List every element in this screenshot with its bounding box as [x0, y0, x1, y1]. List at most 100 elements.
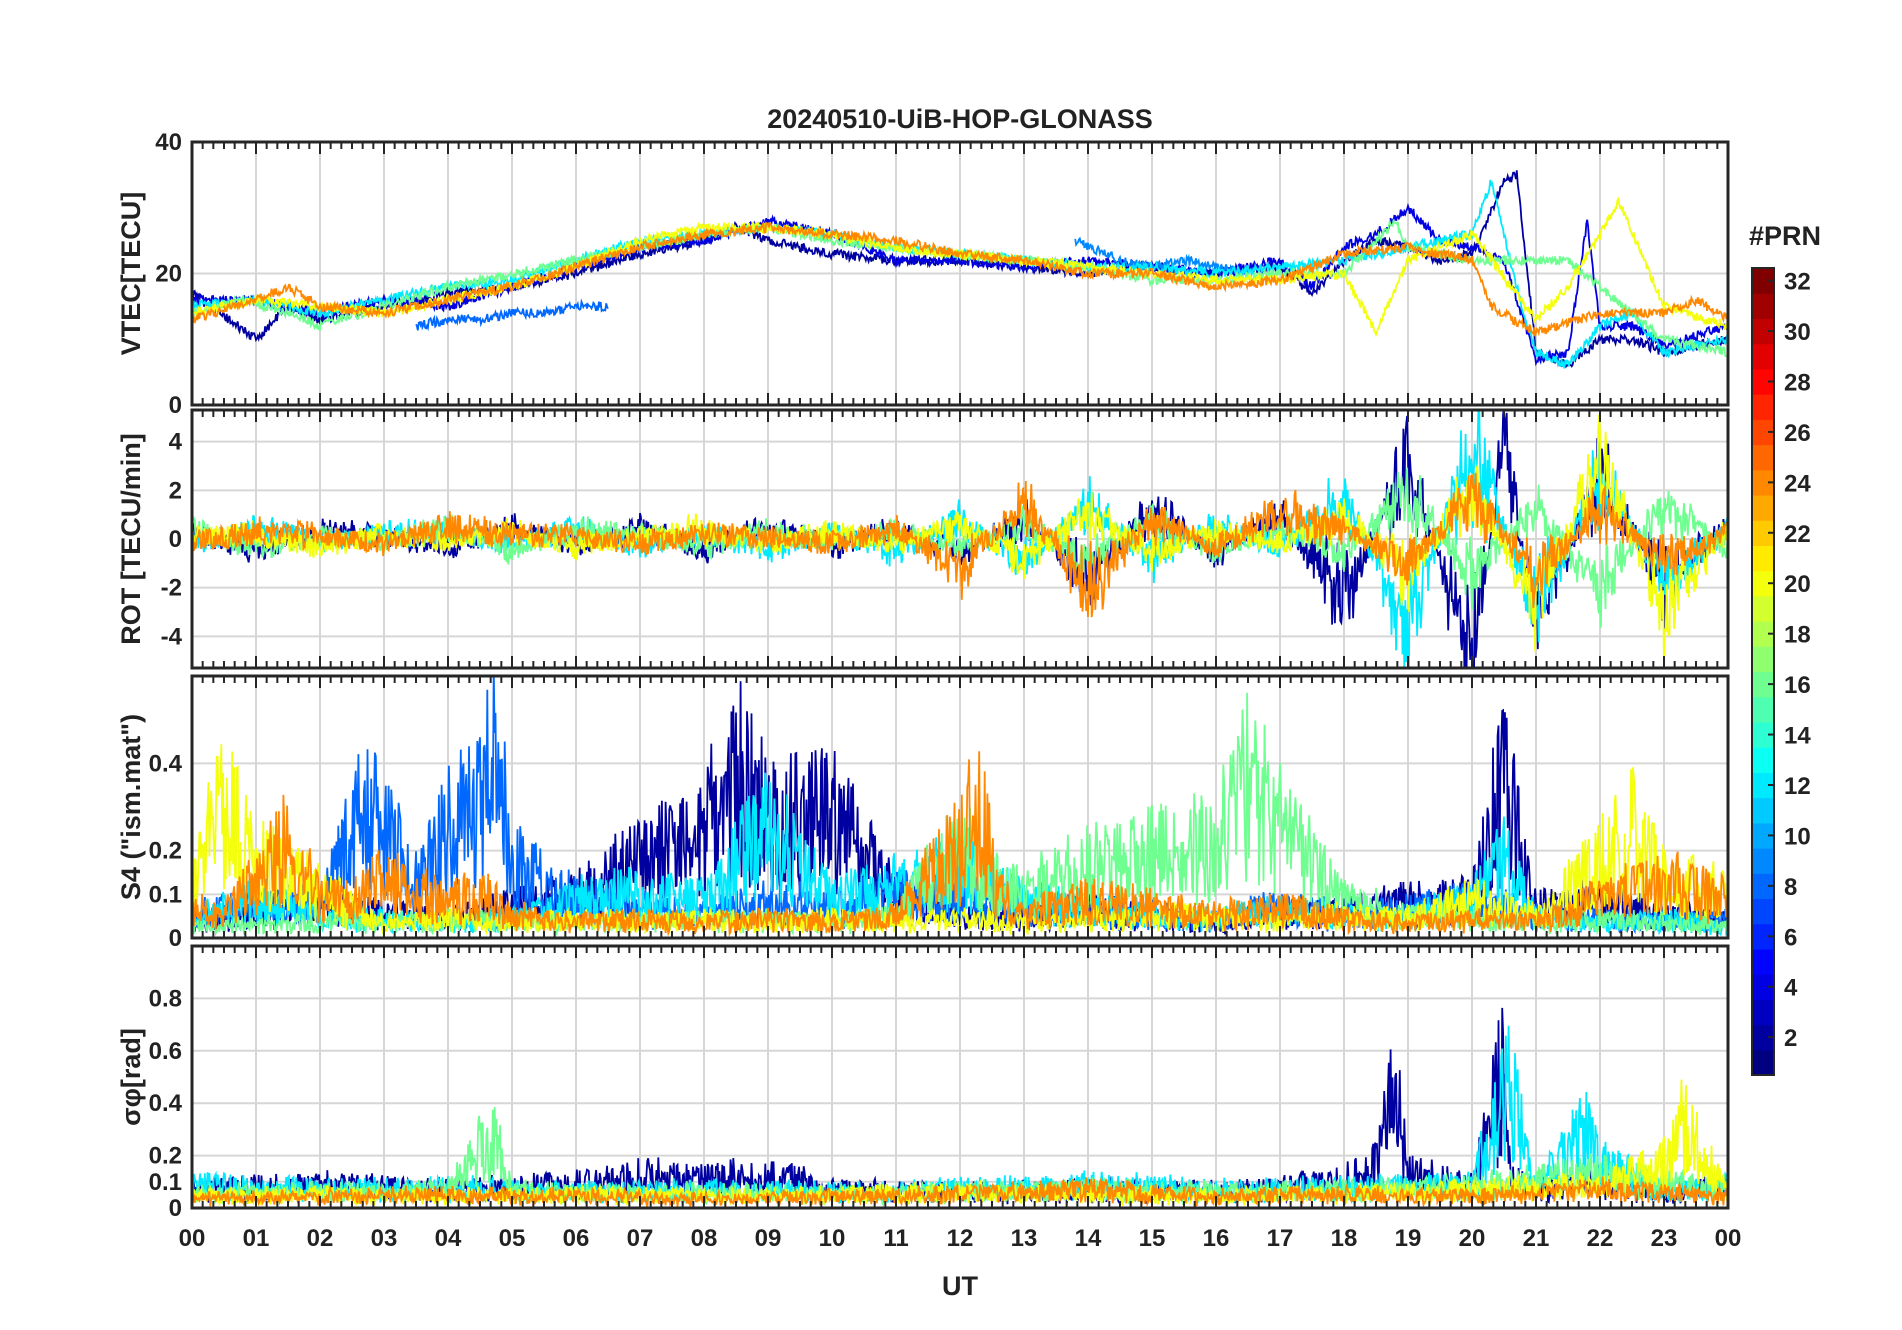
colorbar-segment: [1752, 646, 1774, 673]
colorbar-segment: [1752, 293, 1774, 320]
panel-sigma: 00.10.2 0.4 0.6 0.8σφ[rad]: [116, 944, 1730, 1222]
colorbar-tick-label: 32: [1784, 269, 1811, 296]
colorbar-segment: [1752, 469, 1774, 496]
s4-y-tick-label: 0.2: [149, 838, 182, 865]
vtec-y-tick-label: 40: [155, 129, 182, 156]
colorbar-segment: [1752, 1049, 1774, 1076]
sigma-y-tick-label: 0.8: [149, 985, 182, 1012]
chart-title: 20240510-UiB-HOP-GLONASS: [767, 104, 1153, 134]
colorbar-segment: [1752, 343, 1774, 370]
colorbar-segment: [1752, 444, 1774, 471]
vtec-series-prn-9: [1074, 236, 1249, 279]
x-tick-label: 23: [1651, 1225, 1678, 1252]
panel-rot: -4 -2 0 2 4 ROT [TECU/min]: [116, 408, 1730, 670]
rot-series-prn-24: [192, 472, 1728, 618]
colorbar-segment: [1752, 923, 1774, 950]
s4-y-tick-label: 0.1: [149, 881, 182, 908]
vtec-series-prn-24: [192, 220, 1728, 337]
colorbar-label: #PRN: [1749, 221, 1821, 251]
x-tick-label: 09: [755, 1225, 782, 1252]
x-tick-label: 01: [243, 1225, 270, 1252]
colorbar-segment: [1752, 898, 1774, 925]
colorbar-segment: [1752, 948, 1774, 975]
colorbar-segment: [1752, 394, 1774, 420]
sigma-y-tick-label: 0: [169, 1195, 182, 1222]
x-tick-label: 14: [1075, 1225, 1102, 1252]
colorbar-tick-label: 8: [1784, 874, 1797, 901]
colorbar-segment: [1752, 747, 1774, 773]
colorbar-frame: [1751, 267, 1775, 1076]
panel-s4: 0 0.1 0.2 0.4S4 ("ism.mat"): [116, 674, 1730, 952]
colorbar-segment: [1752, 368, 1774, 395]
x-tick-label: 03: [371, 1225, 398, 1252]
rot-y-tick-label: -4: [161, 623, 183, 650]
sigma-y-tick-label: 0.2: [149, 1143, 182, 1170]
vtec-series-prn-8: [415, 298, 609, 332]
colorbar-segment: [1752, 545, 1774, 572]
x-tick-label: 15: [1139, 1225, 1166, 1252]
panel-vtec: 0 20 40 VTEC[TECU]: [116, 129, 1730, 419]
colorbar-segment: [1752, 621, 1774, 647]
colorbar-segment: [1752, 1024, 1774, 1051]
x-tick-label: 00: [1715, 1225, 1742, 1252]
rot-series-group: [192, 410, 1728, 668]
colorbar-segment: [1752, 848, 1774, 874]
colorbar-tick-label: 26: [1784, 420, 1811, 447]
colorbar-tick-label: 14: [1784, 723, 1811, 750]
colorbar-tick-label: 24: [1784, 470, 1811, 497]
s4-y-tick-label: 0: [169, 925, 182, 952]
x-tick-label: 00: [179, 1225, 206, 1252]
vtec-y-tick-label: 0: [169, 392, 182, 419]
x-tick-label: 21: [1523, 1225, 1550, 1252]
x-tick-label: 12: [947, 1225, 974, 1252]
x-axis-label: UT: [942, 1271, 978, 1301]
colorbar-segment: [1752, 822, 1774, 849]
rot-y-tick-label: 4: [169, 429, 183, 456]
sigma-y-tick-label: 0.6: [149, 1038, 182, 1065]
colorbar-tick-label: 6: [1784, 924, 1797, 951]
x-tick-label: 10: [819, 1225, 846, 1252]
vtec-series-group: [192, 170, 1728, 369]
colorbar-segment: [1752, 595, 1774, 622]
vtec-y-axis-label: VTEC[TECU]: [116, 192, 146, 356]
sigma-y-tick-label: 0.4: [149, 1090, 183, 1117]
x-tick-label: 11: [883, 1225, 908, 1252]
colorbar-tick-label: 18: [1784, 622, 1811, 649]
colorbar-segment: [1752, 999, 1774, 1026]
rot-series-prn-20: [192, 414, 1728, 668]
x-tick-label: 07: [627, 1225, 654, 1252]
colorbar-segment: [1752, 974, 1774, 1000]
s4-y-tick-label: 0.4: [149, 750, 183, 777]
colorbar-tick-label: 30: [1784, 319, 1811, 346]
s4-y-axis-label: S4 ("ism.mat"): [116, 714, 146, 900]
x-tick-label: 22: [1587, 1225, 1614, 1252]
colorbar-segment: [1752, 772, 1774, 799]
colorbar-segment: [1752, 570, 1774, 597]
vtec-y-tick-label: 20: [155, 261, 182, 288]
x-tick-label: 04: [435, 1225, 462, 1252]
colorbar-segment: [1752, 671, 1774, 698]
colorbar-tick-label: 12: [1784, 773, 1811, 800]
x-tick-label: 08: [691, 1225, 718, 1252]
colorbar-segment: [1752, 494, 1774, 521]
colorbar-segment: [1752, 520, 1774, 547]
rot-series-prn-16: [192, 467, 1728, 628]
x-tick-label: 13: [1011, 1225, 1038, 1252]
sigma-y-axis-label: σφ[rad]: [116, 1028, 146, 1126]
colorbar-tick-label: 16: [1784, 672, 1811, 699]
colorbar-segment: [1752, 721, 1774, 748]
rot-y-tick-label: 0: [169, 526, 182, 553]
colorbar-segment: [1752, 268, 1774, 294]
colorbar-segment: [1752, 419, 1774, 446]
x-tick-label: 06: [563, 1225, 590, 1252]
colorbar-tick-label: 28: [1784, 369, 1811, 396]
x-tick-label: 02: [307, 1225, 334, 1252]
colorbar-segment: [1752, 797, 1774, 824]
colorbar-tick-label: 20: [1784, 571, 1811, 598]
colorbar-segment: [1752, 873, 1774, 900]
x-tick-label: 17: [1267, 1225, 1294, 1252]
colorbar-tick-label: 4: [1784, 975, 1798, 1002]
x-tick-labels: 00 01 02 03 04 05 06 07 08 09 10 11 12 13 14 15 16 17 18 19…: [179, 1225, 1742, 1252]
